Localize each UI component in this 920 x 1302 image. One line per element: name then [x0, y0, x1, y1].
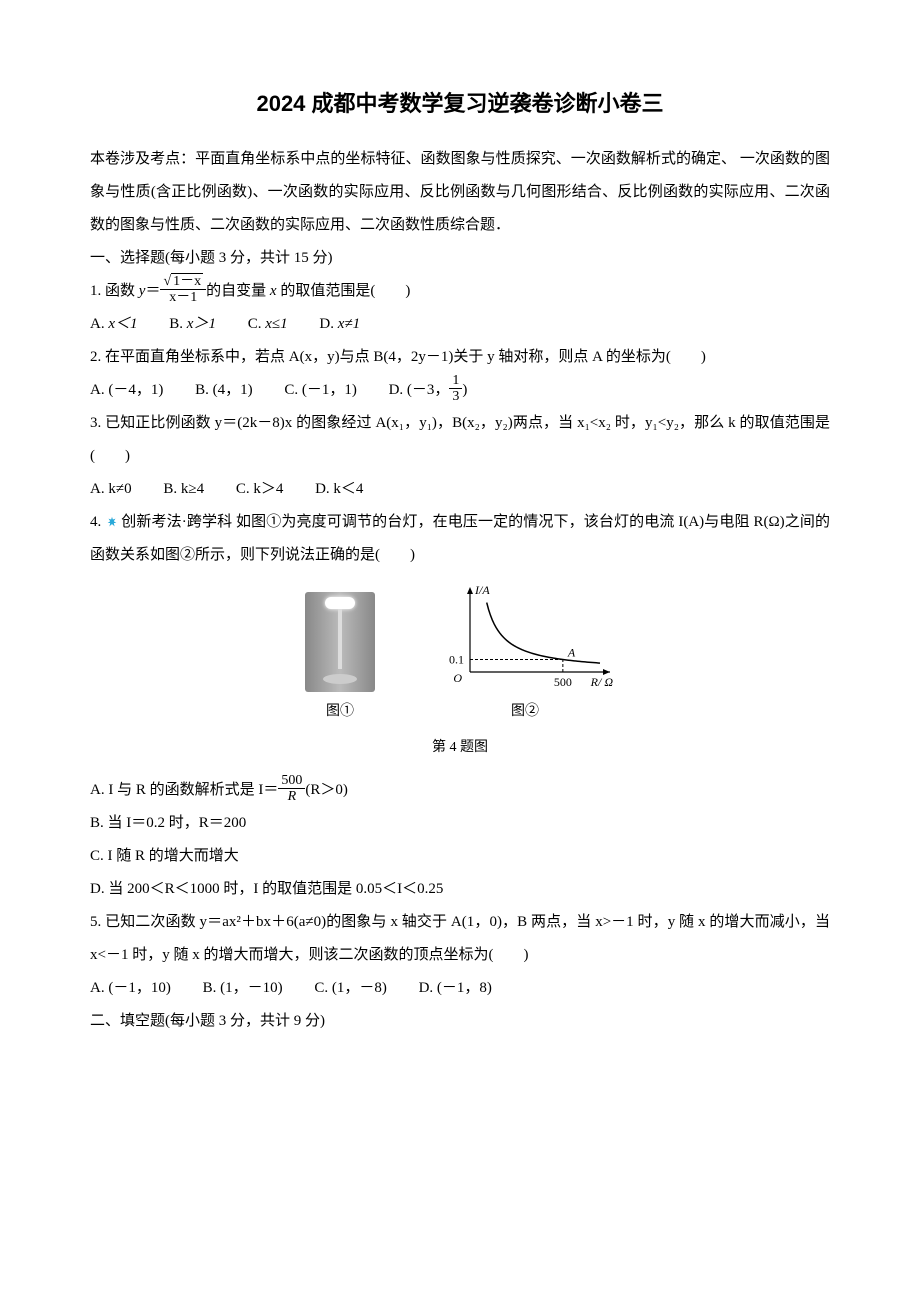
opt-pre: A. I 与 R 的函数解析式是 I＝	[90, 782, 278, 798]
lamp-base	[323, 674, 357, 684]
q2-text: 2. 在平面直角坐标系中，若点 A(x，y)与点 B(4，2y－1)关于 y 轴…	[90, 349, 706, 365]
opt-post: )	[462, 382, 467, 398]
q1-prefix: 1. 函数	[90, 283, 139, 299]
q2-option-d: D. (－3，13)	[389, 374, 468, 407]
question-2-options: A. (－4，1) B. (4，1) C. (－1，1) D. (－3，13)	[90, 374, 830, 407]
q4-option-c: C. I 随 R 的增大而增大	[90, 840, 830, 873]
fig2-label: 图②	[511, 697, 539, 728]
svg-text:0.1: 0.1	[449, 653, 464, 667]
q3-option-d: D. k＜4	[315, 473, 363, 506]
q1-option-d: D. x≠1	[319, 308, 360, 341]
section-1-header: 一、选择题(每小题 3 分，共计 15 分)	[90, 242, 830, 275]
section-2-header: 二、填空题(每小题 3 分，共计 9 分)	[90, 1005, 830, 1038]
q3-option-b: B. k≥4	[163, 473, 204, 506]
q4-tag: 创新考法·跨学科	[121, 514, 232, 530]
question-1: 1. 函数 y＝1－xx－1的自变量 x 的取值范围是( )	[90, 275, 830, 308]
svg-text:A: A	[567, 646, 576, 660]
q3-option-a: A. k≠0	[90, 473, 132, 506]
lightbulb-icon	[105, 516, 119, 530]
opt-math: x＞1	[187, 316, 216, 332]
opt-label: D.	[319, 316, 337, 332]
opt-text: B. k≥4	[163, 481, 204, 497]
question-3: 3. 已知正比例函数 y＝(2k－8)x 的图象经过 A(x₁，y₁)，B(x₂…	[90, 407, 830, 473]
q1-suffix: 的自变量	[206, 283, 270, 299]
lamp-head	[325, 597, 355, 609]
q5-option-c: C. (1，－8)	[314, 972, 387, 1005]
opt-math: x≠1	[338, 316, 360, 332]
q4-option-d: D. 当 200＜R＜1000 时，I 的取值范围是 0.05＜I＜0.25	[90, 873, 830, 906]
q3-option-c: C. k＞4	[236, 473, 284, 506]
chart-svg: 0.1 500 O I/A R/ Ω A	[435, 582, 615, 692]
svg-text:O: O	[453, 671, 462, 685]
q1-option-a: A. x＜1	[90, 308, 138, 341]
q1-denominator: x－1	[160, 290, 206, 305]
question-2: 2. 在平面直角坐标系中，若点 A(x，y)与点 B(4，2y－1)关于 y 轴…	[90, 341, 830, 374]
intro-paragraph: 本卷涉及考点：平面直角坐标系中点的坐标特征、函数图象与性质探究、一次函数解析式的…	[90, 143, 830, 242]
opt-label: A.	[90, 316, 108, 332]
q5-option-a: A. (－1，10)	[90, 972, 171, 1005]
figure-caption: 第 4 题图	[90, 733, 830, 764]
question-4: 4. 创新考法·跨学科 如图①为亮度可调节的台灯，在电压一定的情况下，该台灯的电…	[90, 506, 830, 572]
sqrt-icon: 1－x	[163, 274, 203, 289]
q2-option-c: C. (－1，1)	[284, 374, 357, 407]
figure-2: 0.1 500 O I/A R/ Ω A 图②	[435, 582, 615, 728]
fig1-label: 图①	[326, 697, 354, 728]
q2-option-a: A. (－4，1)	[90, 374, 163, 407]
opt-label: B.	[169, 316, 187, 332]
question-5: 5. 已知二次函数 y＝ax²＋bx＋6(a≠0)的图象与 x 轴交于 A(1，…	[90, 906, 830, 972]
svg-text:R/ Ω: R/ Ω	[590, 675, 614, 689]
opt-text: A. k≠0	[90, 481, 132, 497]
opt-math: x＜1	[108, 316, 137, 332]
q4-option-a: A. I 与 R 的函数解析式是 I＝500R(R＞0)	[90, 774, 830, 807]
q1-radicand: 1－x	[171, 273, 203, 289]
q1-option-c: C. x≤1	[248, 308, 288, 341]
lamp-stem	[338, 609, 342, 669]
q2-option-b: B. (4，1)	[195, 374, 253, 407]
frac-num: 1	[449, 373, 462, 389]
opt-pre: D. (－3，	[389, 382, 450, 398]
q1-suffix2: 的取值范围是( )	[277, 283, 411, 299]
svg-text:I/A: I/A	[474, 583, 490, 597]
opt-text: D. k＜4	[315, 481, 363, 497]
opt-label: C.	[248, 316, 266, 332]
lamp-image	[305, 592, 375, 692]
q5-option-b: B. (1，－10)	[203, 972, 283, 1005]
opt-math: x≤1	[265, 316, 287, 332]
q4-pre: 4.	[90, 514, 105, 530]
figure-row: 图① 0.1 500 O I/A R/ Ω A 图②	[90, 582, 830, 728]
q1-option-b: B. x＞1	[169, 308, 216, 341]
question-5-options: A. (－1，10) B. (1，－10) C. (1，－8) D. (－1，8…	[90, 972, 830, 1005]
frac-den: 3	[449, 389, 462, 404]
frac-den: R	[278, 789, 305, 804]
frac-num: 500	[278, 773, 305, 789]
page-title: 2024 成都中考数学复习逆袭卷诊断小卷三	[90, 80, 830, 128]
q1-fraction: 1－xx－1	[160, 274, 206, 306]
question-3-options: A. k≠0 B. k≥4 C. k＞4 D. k＜4	[90, 473, 830, 506]
opt-text: C. k＞4	[236, 481, 284, 497]
q5-option-d: D. (－1，8)	[419, 972, 492, 1005]
question-1-options: A. x＜1 B. x＞1 C. x≤1 D. x≠1	[90, 308, 830, 341]
svg-text:500: 500	[554, 675, 572, 689]
q2-fraction: 13	[449, 373, 462, 405]
figure-1: 图①	[305, 592, 375, 728]
q1-eq: ＝	[145, 283, 160, 299]
q1-x: x	[270, 283, 277, 299]
q4-option-b: B. 当 I＝0.2 时，R＝200	[90, 807, 830, 840]
q4a-fraction: 500R	[278, 773, 305, 805]
opt-post: (R＞0)	[305, 782, 348, 798]
